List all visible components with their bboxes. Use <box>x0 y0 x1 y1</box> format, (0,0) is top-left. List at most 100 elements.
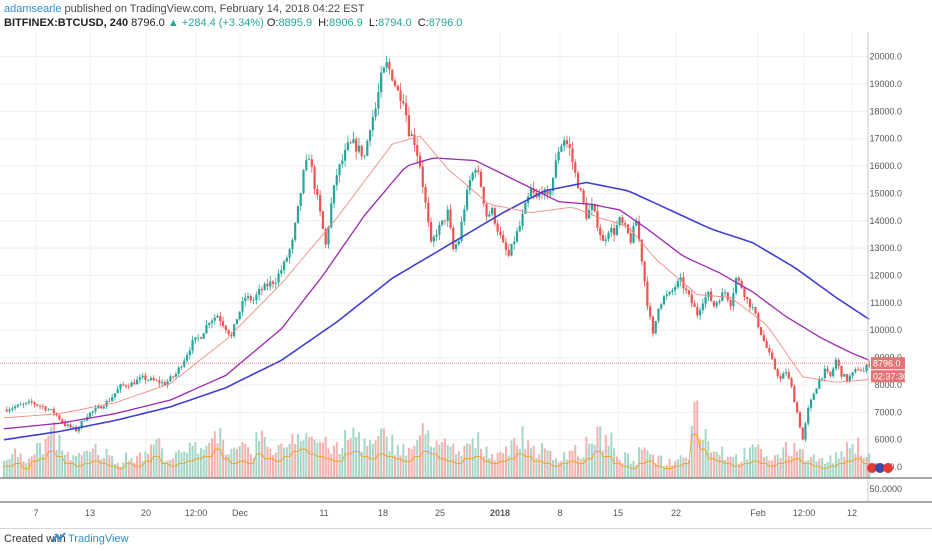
candle-body <box>280 270 283 274</box>
candle-body <box>194 337 197 340</box>
candle-body <box>504 242 508 250</box>
candle-body <box>72 426 75 428</box>
volume-bar <box>485 446 488 478</box>
volume-bar <box>416 440 419 478</box>
candle-body <box>790 378 793 387</box>
price-tick-label: 12000.0 <box>869 271 902 281</box>
candle-body <box>169 376 172 382</box>
candle-body <box>823 368 826 379</box>
volume-bar <box>355 437 358 478</box>
price-axis[interactable]: 20000.0 19000.0 18000.0 17000.0 16000.0 15000… <box>0 32 932 502</box>
time-tick-label: Feb <box>750 508 766 518</box>
candle-body <box>249 296 252 301</box>
volume-bar <box>762 456 765 478</box>
time-tick-label: 11 <box>319 508 328 518</box>
candle-body <box>366 140 369 156</box>
volume-bar <box>651 454 654 478</box>
volume-bar <box>19 453 22 478</box>
candle-body <box>238 311 241 320</box>
candle-body <box>515 231 519 242</box>
candle-body <box>529 188 533 197</box>
candle-body <box>388 61 391 70</box>
candle-body <box>676 281 679 288</box>
candle-body <box>743 287 746 297</box>
candle-body <box>726 292 729 301</box>
candle-body <box>754 307 757 314</box>
candle-body <box>116 389 119 394</box>
volume-bar <box>682 457 685 478</box>
candle-body <box>507 249 510 256</box>
volume-bar <box>144 451 147 478</box>
volume-bar <box>671 465 674 478</box>
candle-body <box>91 411 94 413</box>
volume-bar <box>147 453 150 478</box>
candle-body <box>865 364 868 371</box>
volume-bar <box>122 462 125 478</box>
candle-body <box>255 294 258 301</box>
volume-bar <box>707 441 710 478</box>
candle-body <box>601 235 605 241</box>
candle-body <box>604 239 607 241</box>
volume-bar <box>155 439 158 478</box>
time-tick-label: 20 <box>141 508 151 518</box>
price-chart[interactable]: 20000.0 19000.0 18000.0 17000.0 16000.0 15000… <box>0 32 932 528</box>
volume-bar <box>80 455 83 478</box>
candle-body <box>341 160 344 165</box>
volume-bar <box>632 461 635 478</box>
volume-bar <box>296 434 299 478</box>
volume-bar <box>771 460 774 478</box>
candle-body <box>191 339 194 351</box>
candle-body <box>357 145 361 152</box>
candle-body <box>324 228 327 245</box>
volume-bar <box>516 445 519 478</box>
tradingview-brand-link[interactable]: TradingView <box>68 533 129 545</box>
volume-ma-line <box>4 434 870 469</box>
candle-body <box>277 273 280 283</box>
candle-body <box>457 240 460 245</box>
volume-bar <box>693 401 696 478</box>
volume-bar <box>787 455 790 478</box>
volume-bar <box>546 450 549 478</box>
candle-body <box>216 315 219 318</box>
time-tick-label: 7 <box>33 508 38 518</box>
volume-bar <box>305 432 308 478</box>
moving-averages <box>3 135 870 441</box>
volume-bar <box>424 434 427 478</box>
candle-body <box>199 337 202 339</box>
candle-body <box>235 319 239 325</box>
volume-bar <box>829 455 832 478</box>
candle-body <box>349 142 352 144</box>
volume-bar <box>405 455 408 478</box>
candle-body <box>701 303 704 311</box>
volume-bar <box>524 448 527 478</box>
candle-body <box>588 210 591 219</box>
price-tick-label: 6000.0 <box>874 435 902 445</box>
volume-bar <box>815 461 818 478</box>
time-axis[interactable]: 7 13 20 12:00 Dec 11 18 25 2018 8 15 22 Feb 12:00 12 <box>0 501 932 518</box>
candle-body <box>227 330 230 335</box>
candle-body <box>188 350 191 356</box>
candle-body <box>241 301 244 312</box>
candle-body <box>793 386 796 403</box>
candle-body <box>22 403 25 405</box>
symbol-label[interactable]: BITFINEX:BTCUSD, 240 <box>4 17 129 29</box>
volume-bar <box>47 435 50 478</box>
volume-bar <box>471 438 474 478</box>
candle-body <box>857 369 860 371</box>
volume-bar <box>166 460 169 478</box>
candle-body <box>723 292 727 294</box>
volume-bar <box>837 458 840 478</box>
volume-bar <box>224 454 227 478</box>
time-tick-label: 12 <box>847 508 857 518</box>
candle-body <box>418 155 422 167</box>
volume-bar <box>352 427 355 478</box>
volume-bar <box>832 463 835 478</box>
author-link[interactable]: adamsearle <box>4 3 62 15</box>
candle-body <box>729 300 732 307</box>
volume-bar <box>646 450 649 478</box>
candle-body <box>521 213 524 226</box>
volume-bar <box>732 456 735 478</box>
candle-body <box>50 409 53 410</box>
candle-body <box>105 400 108 407</box>
candle-body <box>471 172 474 181</box>
